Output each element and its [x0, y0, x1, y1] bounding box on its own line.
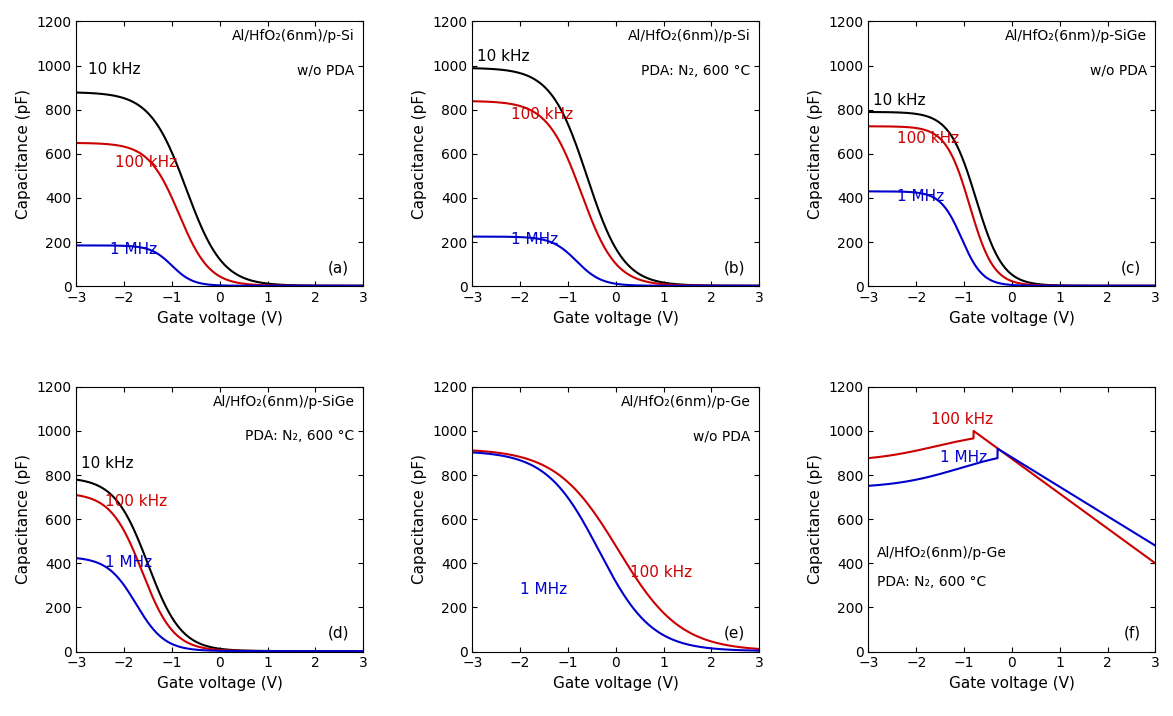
Y-axis label: Capacitance (pF): Capacitance (pF)	[15, 454, 30, 584]
X-axis label: Gate voltage (V): Gate voltage (V)	[949, 311, 1074, 326]
Text: (a): (a)	[327, 261, 348, 276]
Y-axis label: Capacitance (pF): Capacitance (pF)	[808, 89, 822, 219]
Text: PDA: N₂, 600 °C: PDA: N₂, 600 °C	[245, 429, 354, 443]
Text: Al/HfO₂(6nm)/p-SiGe: Al/HfO₂(6nm)/p-SiGe	[1005, 29, 1147, 44]
Y-axis label: Capacitance (pF): Capacitance (pF)	[15, 89, 30, 219]
Text: 1 MHz: 1 MHz	[510, 232, 557, 247]
X-axis label: Gate voltage (V): Gate voltage (V)	[552, 311, 679, 326]
X-axis label: Gate voltage (V): Gate voltage (V)	[157, 311, 283, 326]
Text: (b): (b)	[724, 261, 745, 276]
Text: 100 kHz: 100 kHz	[897, 131, 960, 146]
Text: 1 MHz: 1 MHz	[520, 582, 568, 597]
X-axis label: Gate voltage (V): Gate voltage (V)	[157, 676, 283, 691]
X-axis label: Gate voltage (V): Gate voltage (V)	[949, 676, 1074, 691]
Text: 1 MHz: 1 MHz	[110, 242, 157, 257]
Y-axis label: Capacitance (pF): Capacitance (pF)	[412, 89, 427, 219]
Y-axis label: Capacitance (pF): Capacitance (pF)	[808, 454, 822, 584]
Text: 10 kHz: 10 kHz	[81, 456, 134, 471]
Text: w/o PDA: w/o PDA	[298, 64, 354, 78]
Text: Al/HfO₂(6nm)/p-Ge: Al/HfO₂(6nm)/p-Ge	[621, 395, 751, 409]
Text: w/o PDA: w/o PDA	[693, 429, 751, 443]
Text: w/o PDA: w/o PDA	[1090, 64, 1147, 78]
X-axis label: Gate voltage (V): Gate voltage (V)	[552, 676, 679, 691]
Text: (f): (f)	[1124, 626, 1141, 641]
Text: 100 kHz: 100 kHz	[115, 155, 177, 170]
Text: (d): (d)	[327, 626, 348, 641]
Text: PDA: N₂, 600 °C: PDA: N₂, 600 °C	[877, 575, 986, 589]
Text: 100 kHz: 100 kHz	[510, 107, 572, 122]
Text: 10 kHz: 10 kHz	[88, 62, 141, 77]
Text: Al/HfO₂(6nm)/p-Si: Al/HfO₂(6nm)/p-Si	[628, 29, 751, 44]
Text: Al/HfO₂(6nm)/p-SiGe: Al/HfO₂(6nm)/p-SiGe	[212, 395, 354, 409]
Text: 100 kHz: 100 kHz	[104, 494, 167, 509]
Text: (c): (c)	[1121, 261, 1141, 276]
Text: 10 kHz: 10 kHz	[873, 93, 925, 108]
Text: Al/HfO₂(6nm)/p-Si: Al/HfO₂(6nm)/p-Si	[232, 29, 354, 44]
Text: 1 MHz: 1 MHz	[940, 450, 988, 465]
Text: 10 kHz: 10 kHz	[477, 49, 529, 64]
Text: 100 kHz: 100 kHz	[930, 412, 992, 427]
Text: 1 MHz: 1 MHz	[104, 555, 152, 570]
Text: PDA: N₂, 600 °C: PDA: N₂, 600 °C	[642, 64, 751, 78]
Text: 100 kHz: 100 kHz	[630, 564, 692, 579]
Y-axis label: Capacitance (pF): Capacitance (pF)	[412, 454, 427, 584]
Text: Al/HfO₂(6nm)/p-Ge: Al/HfO₂(6nm)/p-Ge	[877, 546, 1006, 560]
Text: 1 MHz: 1 MHz	[897, 189, 944, 204]
Text: (e): (e)	[724, 626, 745, 641]
